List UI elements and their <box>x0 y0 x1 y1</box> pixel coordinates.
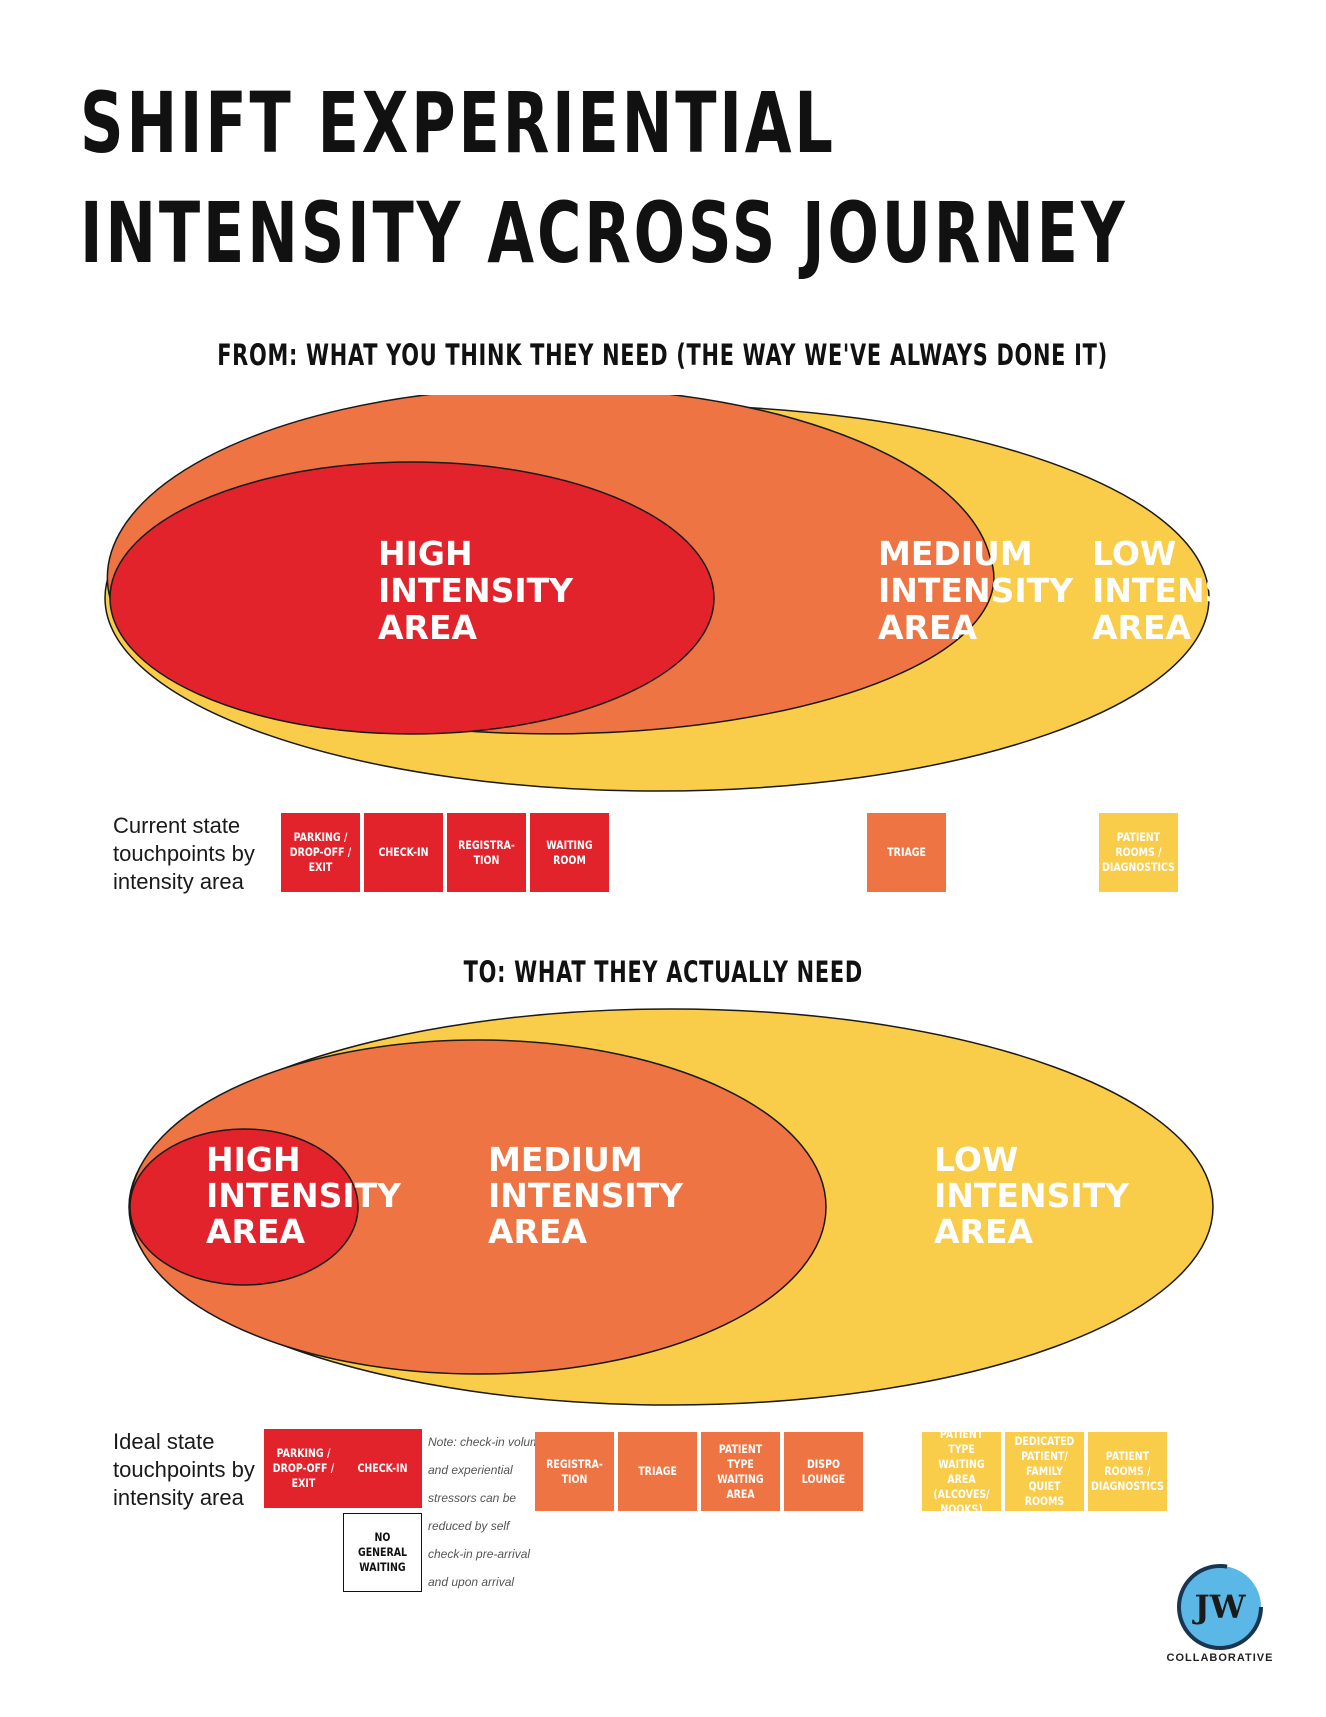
from-high-label-1: HIGH <box>378 534 473 573</box>
jw-logo: JW <box>1177 1564 1263 1650</box>
ideal-touchpoint-check-in: CHECK-IN <box>343 1429 422 1508</box>
ideal-touchpoint-quiet-rooms: DEDICATED PATIENT/ FAMILY QUIET ROOMS <box>1005 1432 1084 1511</box>
ideal-touchpoint-patient-rooms: PATIENT ROOMS / DIAGNOSTICS <box>1088 1432 1167 1511</box>
to-intensity-diagram: HIGH INTENSITY AREA MEDIUM INTENSITY ARE… <box>128 1008 1214 1406</box>
to-high-ellipse <box>129 1128 359 1286</box>
from-high-label-2: INTENSITY <box>378 571 574 610</box>
ideal-touchpoint-triage: TRIAGE <box>618 1432 697 1511</box>
from-low-label-2: INTENSITY <box>1092 571 1288 610</box>
from-heading: FROM: WHAT YOU THINK THEY NEED (THE WAY … <box>0 338 1326 372</box>
from-low-label-1: LOW <box>1092 534 1176 573</box>
to-heading: TO: WHAT THEY ACTUALLY NEED <box>0 955 1326 989</box>
logo-wordmark: COLLABORATIVE <box>1166 1652 1274 1664</box>
ideal-touchpoint-alcoves: PATIENT TYPE WAITING AREA (ALCOVES/ NOOK… <box>922 1427 1001 1516</box>
current-touchpoint-check-in: CHECK-IN <box>364 813 443 892</box>
logo-circle <box>1179 1566 1261 1648</box>
title-line-1: SHIFT EXPERIENTIAL <box>80 74 836 172</box>
to-medium-label-2: INTENSITY <box>488 1176 684 1215</box>
from-intensity-diagram: HIGH INTENSITY AREA MEDIUM INTENSITY ARE… <box>104 395 1288 792</box>
current-touchpoint-registration: REGISTRA- TION <box>447 813 526 892</box>
ideal-touchpoint-no-general-waiting: NO GENERAL WAITING <box>343 1513 422 1592</box>
current-state-label: Current state touchpoints by intensity a… <box>113 813 255 894</box>
current-touchpoint-parking: PARKING / DROP-OFF / EXIT <box>281 813 360 892</box>
ideal-touchpoint-dispo-lounge: DISPO LOUNGE <box>784 1432 863 1511</box>
title-line-2: INTENSITY ACROSS JOURNEY <box>80 184 1128 282</box>
from-medium-label-2: INTENSITY <box>878 571 1074 610</box>
from-high-label-3: AREA <box>378 608 477 647</box>
to-high-label-2: INTENSITY <box>206 1176 402 1215</box>
to-high-label-3: AREA <box>206 1212 305 1251</box>
ideal-touchpoint-registration: REGISTRA- TION <box>535 1432 614 1511</box>
from-medium-label-1: MEDIUM <box>878 534 1033 573</box>
to-heading-text: TO: WHAT THEY ACTUALLY NEED <box>463 955 863 989</box>
to-low-label-3: AREA <box>934 1212 1033 1251</box>
to-medium-label-3: AREA <box>488 1212 587 1251</box>
ideal-state-label: Ideal state touchpoints by intensity are… <box>113 1429 255 1510</box>
check-in-note: Note: check-in volume and experiential s… <box>428 1435 547 1589</box>
from-medium-label-3: AREA <box>878 608 977 647</box>
to-low-label-2: INTENSITY <box>934 1176 1130 1215</box>
to-high-label-1: HIGH <box>206 1140 301 1179</box>
page-title: SHIFT EXPERIENTIAL INTENSITY ACROSS JOUR… <box>80 68 1128 288</box>
from-low-label-3: AREA <box>1092 608 1191 647</box>
current-touchpoint-triage: TRIAGE <box>867 813 946 892</box>
ideal-touchpoint-patient-type-waiting: PATIENT TYPE WAITING AREA <box>701 1432 780 1511</box>
logo-initials: JW <box>1191 1588 1246 1626</box>
current-touchpoint-patient-rooms: PATIENT ROOMS / DIAGNOSTICS <box>1099 813 1178 892</box>
to-medium-label-1: MEDIUM <box>488 1140 643 1179</box>
ideal-touchpoint-parking: PARKING / DROP-OFF / EXIT <box>264 1429 343 1508</box>
logo-brush-ring <box>1177 1564 1263 1650</box>
from-heading-text: FROM: WHAT YOU THINK THEY NEED (THE WAY … <box>217 338 1109 372</box>
current-touchpoint-waiting-room: WAITING ROOM <box>530 813 609 892</box>
to-low-label-1: LOW <box>934 1140 1018 1179</box>
from-high-ellipse <box>109 461 715 735</box>
